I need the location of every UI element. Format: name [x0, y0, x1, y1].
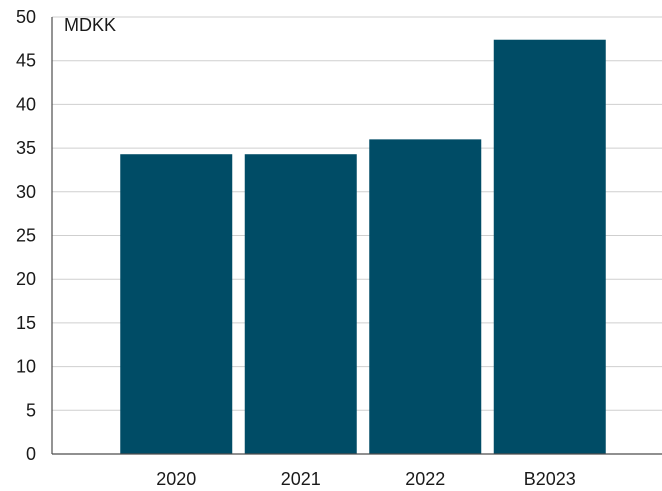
y-tick-label: 20	[16, 269, 36, 289]
y-tick-label: 5	[26, 400, 36, 420]
bar-2021	[244, 154, 357, 454]
y-tick-label: 35	[16, 138, 36, 158]
y-tick-label: 0	[26, 444, 36, 464]
y-tick-label: 10	[16, 357, 36, 377]
bar-2020	[120, 154, 233, 454]
x-tick-label: B2023	[524, 469, 576, 489]
x-tick-label: 2020	[156, 469, 196, 489]
bar-B2023	[493, 39, 606, 454]
y-tick-label: 30	[16, 182, 36, 202]
y-axis-unit-label: MDKK	[64, 15, 116, 35]
x-tick-label: 2021	[281, 469, 321, 489]
y-tick-label: 50	[16, 7, 36, 27]
bars	[120, 39, 606, 455]
x-tick-label: 2022	[405, 469, 445, 489]
y-tick-label: 45	[16, 51, 36, 71]
y-tick-label: 15	[16, 313, 36, 333]
y-tick-label: 40	[16, 94, 36, 114]
y-tick-label: 25	[16, 226, 36, 246]
bar-2022	[369, 139, 482, 455]
y-axis-ticks: 0 5 10 15 20 25 30 35 40 45 50	[16, 7, 36, 464]
x-axis-ticks: 2020 2021 2022 B2023	[156, 469, 576, 489]
